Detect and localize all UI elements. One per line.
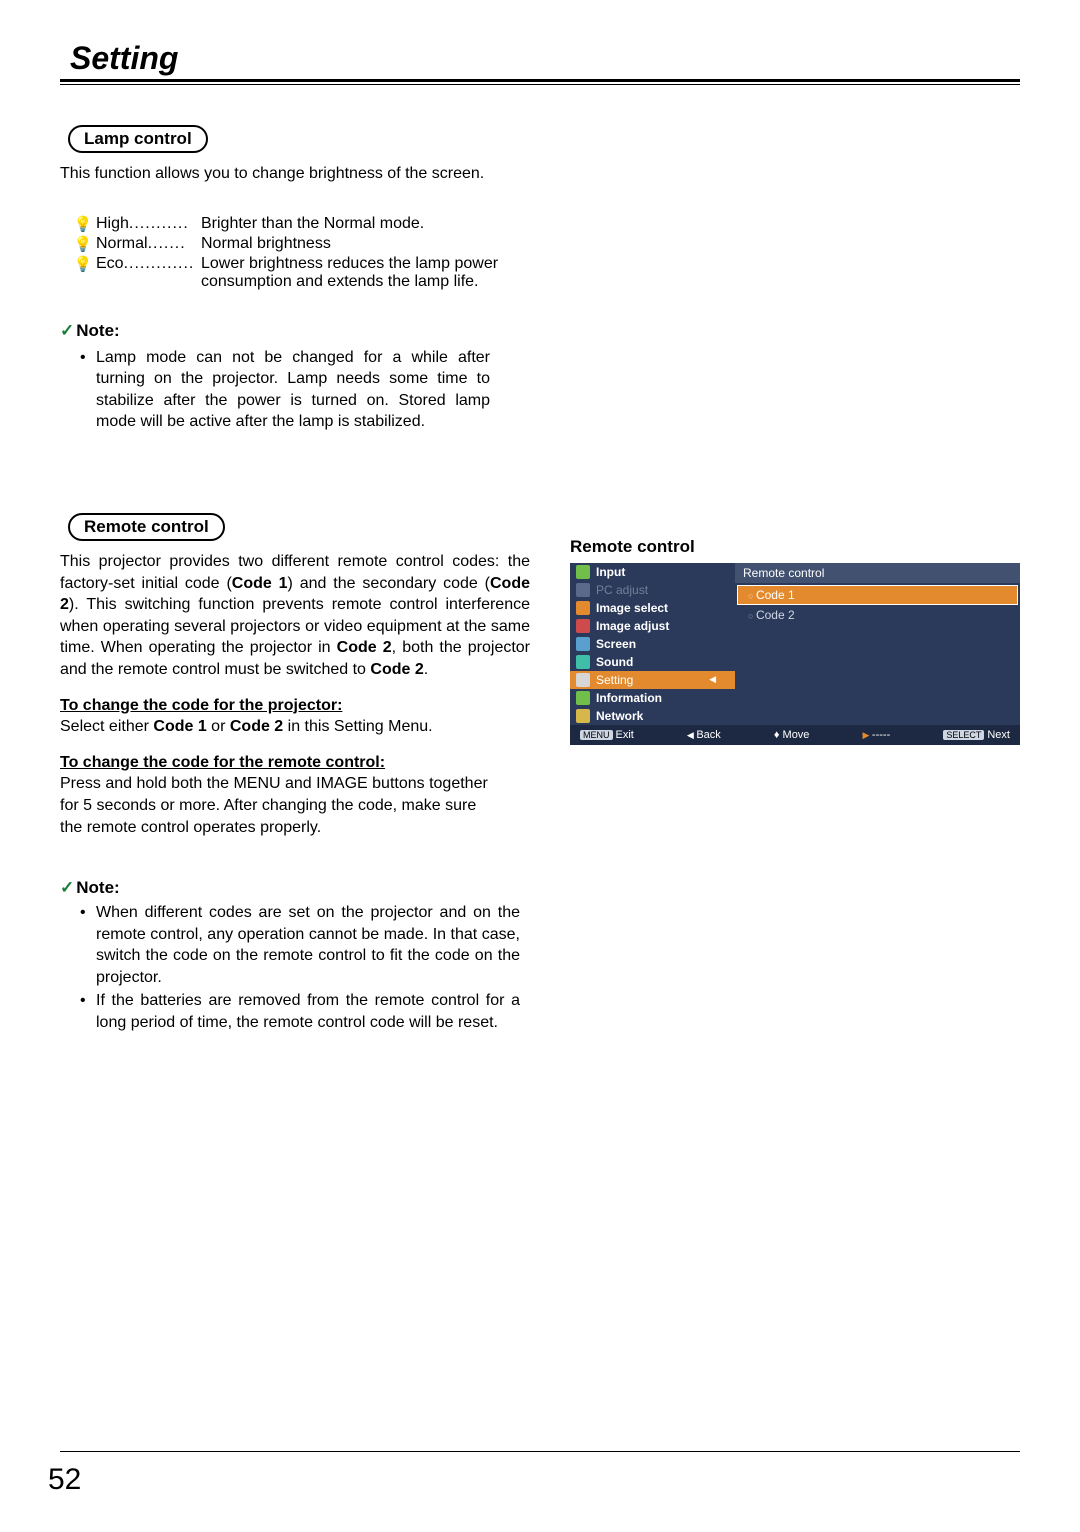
lamp-mode-desc: Brighter than the Normal mode. [201, 215, 500, 233]
rc-code-heading: To change the code for the remote contro… [60, 754, 385, 771]
footer-next: SELECTNext [943, 729, 1010, 741]
lamp-intro: This function allows you to change brigh… [60, 163, 490, 185]
note-item: • Lamp mode can not be changed for a whi… [80, 347, 490, 433]
osd-sidebar: Input PC adjust Image select Image adjust Sc… [570, 563, 735, 725]
lamp-mode-name: Eco [96, 255, 124, 273]
osd-panel: Remote control ○ Code 1○ Code 2 [735, 563, 1020, 725]
lamp-mode-desc: Lower brightness reduces the lamp power … [201, 255, 500, 291]
osd-sidebar-item: Input [570, 563, 735, 581]
menu-icon [576, 655, 590, 669]
footer-move: ♦ Move [774, 729, 810, 741]
osd-footer: MENUExit ◀ Back ♦ Move ▶ ----- SELECTNex… [570, 725, 1020, 745]
menu-icon [576, 673, 590, 687]
osd-code-option: ○ Code 2 [737, 605, 1018, 625]
note-text: If the batteries are removed from the re… [96, 990, 520, 1033]
bulb-icon: 💡 [70, 215, 96, 233]
menu-icon [576, 583, 590, 597]
note-heading: Note: [60, 321, 1020, 341]
menu-label: Screen [596, 637, 636, 651]
dots: ....... [148, 235, 201, 253]
menu-icon [576, 637, 590, 651]
note-text: Lamp mode can not be changed for a while… [96, 347, 490, 433]
menu-icon [576, 601, 590, 615]
menu-label: Setting [596, 673, 633, 687]
osd-sidebar-item: Image select [570, 599, 735, 617]
osd-code-option: ○ Code 1 [737, 585, 1018, 605]
osd-caption: Remote control [570, 537, 1020, 557]
footer-rule [60, 1451, 1020, 1452]
footer-dash: ▶ ----- [863, 729, 891, 741]
osd-sidebar-item: Setting◀▶ [570, 671, 735, 689]
menu-label: Information [596, 691, 662, 705]
page-number: 52 [48, 1463, 81, 1497]
bullet-dot: • [80, 347, 96, 433]
menu-icon [576, 619, 590, 633]
note-item: • When different codes are set on the pr… [80, 902, 520, 988]
lamp-mode-row: 💡High...........Brighter than the Normal… [70, 215, 500, 233]
osd-sidebar-item: Image adjust [570, 617, 735, 635]
note-item: • If the batteries are removed from the … [80, 990, 520, 1033]
osd-sidebar-item: PC adjust [570, 581, 735, 599]
dots: ............. [124, 255, 201, 273]
osd-sidebar-item: Sound [570, 653, 735, 671]
lamp-mode-name: Normal [96, 235, 148, 253]
osd-sidebar-item: Screen [570, 635, 735, 653]
footer-back: ◀ Back [687, 729, 721, 741]
section-pill-lamp: Lamp control [68, 125, 208, 153]
menu-label: Image select [596, 601, 668, 615]
menu-label: Network [596, 709, 643, 723]
lamp-mode-row: 💡Normal.......Normal brightness [70, 235, 500, 253]
menu-icon [576, 709, 590, 723]
proj-code-text: Select either Code 1 or Code 2 in this S… [60, 718, 433, 735]
page-title: Setting [70, 40, 1020, 77]
bullet-dot: • [80, 990, 96, 1033]
section-pill-remote: Remote control [68, 513, 225, 541]
menu-label: Sound [596, 655, 633, 669]
lamp-mode-row: 💡Eco.............Lower brightness reduce… [70, 255, 500, 291]
lamp-mode-name: High [96, 215, 129, 233]
remote-paragraph: This projector provides two different re… [60, 551, 530, 681]
osd-sidebar-item: Network [570, 707, 735, 725]
rc-code-text: Press and hold both the MENU and IMAGE b… [60, 775, 488, 835]
proj-code-heading: To change the code for the projector: [60, 697, 342, 714]
rule-thick [60, 79, 1020, 82]
dots: ........... [129, 215, 201, 233]
note-text: When different codes are set on the proj… [96, 902, 520, 988]
osd-sidebar-item: Information [570, 689, 735, 707]
menu-icon [576, 565, 590, 579]
osd-panel-title: Remote control [735, 563, 1020, 583]
footer-exit: MENUExit [580, 729, 634, 741]
osd-code-list: ○ Code 1○ Code 2 [735, 583, 1020, 627]
lamp-mode-list: 💡High...........Brighter than the Normal… [70, 215, 500, 291]
menu-icon [576, 691, 590, 705]
bulb-icon: 💡 [70, 235, 96, 253]
osd-screenshot: Input PC adjust Image select Image adjust Sc… [570, 563, 1020, 725]
bullet-dot: • [80, 902, 96, 988]
menu-label: PC adjust [596, 583, 648, 597]
bulb-icon: 💡 [70, 255, 96, 273]
note-heading: Note: [60, 878, 540, 898]
lamp-mode-desc: Normal brightness [201, 235, 500, 253]
menu-label: Input [596, 565, 625, 579]
menu-label: Image adjust [596, 619, 669, 633]
